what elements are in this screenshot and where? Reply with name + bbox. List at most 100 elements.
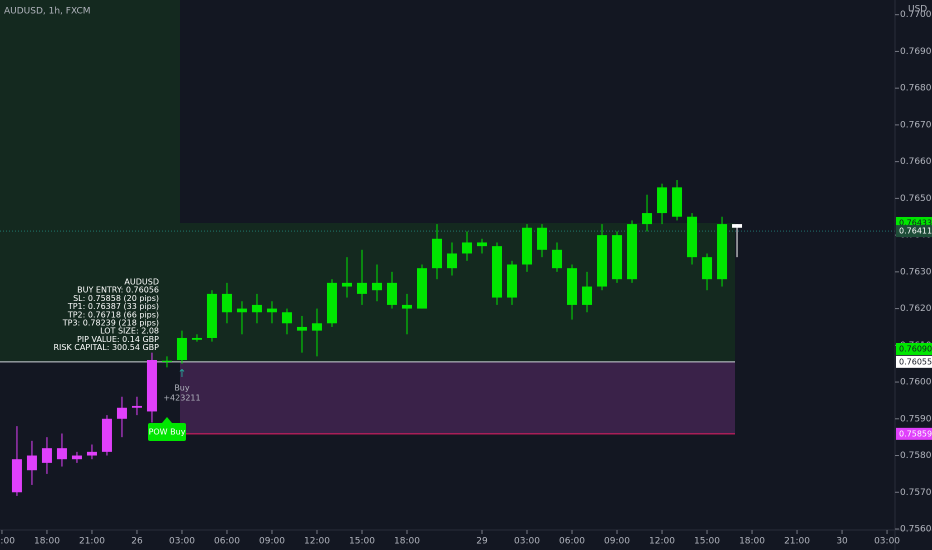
x-tick-label: 21:00 xyxy=(79,537,105,547)
candle-body xyxy=(41,448,52,463)
price-marker-label: 0.76411 xyxy=(899,227,932,236)
y-axis-label: USD xyxy=(908,5,927,15)
info-line: TP2: 0.76718 (66 pips) xyxy=(67,310,159,319)
candle-body xyxy=(101,418,112,452)
candle-body xyxy=(86,451,97,456)
x-tick-label: 15:00 xyxy=(349,537,375,547)
info-line: RISK CAPITAL: 300.54 GBP xyxy=(53,343,159,352)
price-marker xyxy=(896,427,932,440)
target-zone xyxy=(180,222,735,362)
candle-body xyxy=(627,224,638,280)
candle-body xyxy=(206,293,217,338)
candle-body xyxy=(356,282,367,294)
candle-body xyxy=(26,455,37,471)
info-line: PIP VALUE: 0.14 GBP xyxy=(77,335,159,344)
signal-id: +423211 xyxy=(163,394,200,403)
signal-badge-label: POW Buy xyxy=(149,428,186,437)
candle-body xyxy=(672,187,683,217)
candle-body xyxy=(311,323,322,331)
candle-body xyxy=(11,459,22,493)
candle-body xyxy=(401,304,412,309)
price-marker xyxy=(896,342,932,355)
candle-body xyxy=(221,293,232,313)
x-tick-label: 12:00 xyxy=(649,537,675,547)
info-line: TP3: 0.78239 (218 pips) xyxy=(62,319,159,328)
y-tick-label: 0.75600 xyxy=(900,525,932,535)
x-tick-label: 18:00 xyxy=(739,537,765,547)
x-tick-label: 15:00 xyxy=(0,537,15,547)
candle-body xyxy=(146,360,157,412)
x-tick-label: 21:00 xyxy=(784,537,810,547)
candle-body xyxy=(56,448,67,460)
candle-body xyxy=(612,235,623,280)
signal-badge xyxy=(148,423,186,441)
candle-body xyxy=(281,312,292,324)
candle-body xyxy=(447,253,458,269)
price-marker-label: 0.76433 xyxy=(899,218,932,227)
candle-body xyxy=(687,216,698,258)
x-tick-label: 12:00 xyxy=(304,537,330,547)
candle-body xyxy=(431,238,442,269)
info-line: SL: 0.75858 (20 pips) xyxy=(73,294,159,303)
x-tick-label: 03:00 xyxy=(874,537,900,547)
chart-title: AUDUSD, 1h, FXCM xyxy=(4,7,91,17)
candle-body xyxy=(386,282,397,305)
candle-body xyxy=(131,405,142,408)
x-tick-label: 09:00 xyxy=(259,537,285,547)
candle-body xyxy=(251,304,262,313)
candle-body xyxy=(537,227,548,250)
candle-body xyxy=(702,257,713,280)
info-line: LOT SIZE: 2.08 xyxy=(100,327,159,336)
candle-body xyxy=(296,326,307,331)
x-tick-label: 06:00 xyxy=(214,537,240,547)
candle-body xyxy=(642,213,653,225)
x-tick-label: 15:00 xyxy=(694,537,720,547)
candle-body xyxy=(71,455,82,460)
candle-body xyxy=(341,282,352,287)
price-marker-label: 0.76090 xyxy=(899,344,932,353)
price-marker-label: 0.76055 xyxy=(899,357,932,366)
info-line: BUY ENTRY: 0.76056 xyxy=(77,286,159,295)
signal-badge-pointer xyxy=(162,417,172,423)
price-marker-label: 0.75859 xyxy=(899,429,932,438)
x-tick-label: 09:00 xyxy=(604,537,630,547)
candle-body xyxy=(191,337,202,340)
x-tick-label: 03:00 xyxy=(169,537,195,547)
price-marker xyxy=(896,355,932,368)
candle-body xyxy=(597,235,608,287)
candle-body xyxy=(552,249,563,269)
candle-body xyxy=(492,246,503,298)
x-tick-label: 30 xyxy=(836,537,848,547)
candle-body xyxy=(176,337,187,361)
x-tick-label: 29 xyxy=(476,537,488,547)
x-tick-label: 26 xyxy=(131,537,143,547)
info-line: AUDUSD xyxy=(124,278,159,287)
candle-body xyxy=(161,360,172,362)
candle-body xyxy=(416,268,427,309)
candle-body xyxy=(717,224,728,280)
candle-body xyxy=(116,407,127,419)
x-tick-label: 18:00 xyxy=(34,537,60,547)
price-marker xyxy=(896,225,932,238)
candle-body xyxy=(522,227,533,265)
info-line: TP1: 0.76387 (33 pips) xyxy=(67,302,159,311)
candle-body xyxy=(582,286,593,305)
candle-body xyxy=(236,308,247,313)
x-tick-label: 18:00 xyxy=(394,537,420,547)
candle-body xyxy=(732,224,743,228)
x-tick-label: 03:00 xyxy=(514,537,540,547)
plot xyxy=(0,180,895,496)
candle-body xyxy=(567,268,578,305)
